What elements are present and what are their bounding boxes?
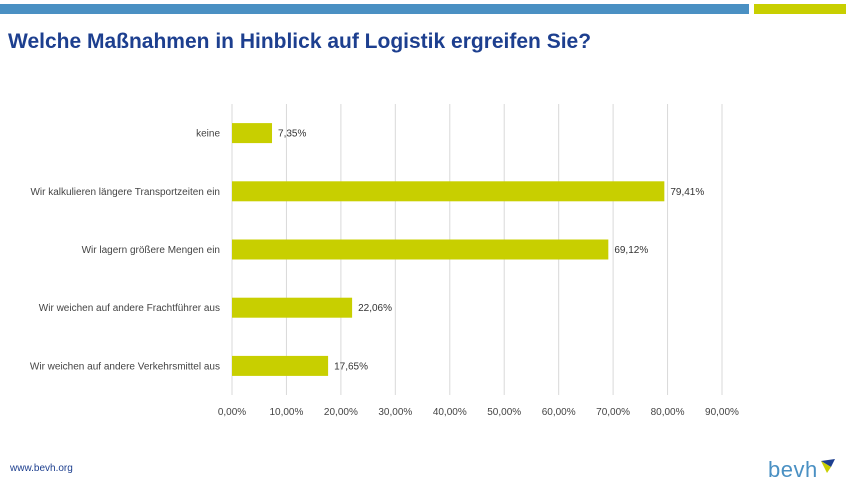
category-label: Wir weichen auf andere Verkehrsmittel au… <box>30 361 220 372</box>
top-bar-green <box>754 4 846 14</box>
logo-text: bevh <box>768 457 818 482</box>
logo-mark-icon <box>820 459 835 473</box>
top-bar-blue <box>0 4 749 14</box>
page-title: Welche Maßnahmen in Hinblick auf Logisti… <box>8 30 592 53</box>
x-tick-label: 0,00% <box>218 407 246 418</box>
footer-url[interactable]: www.bevh.org <box>10 463 73 474</box>
category-label: Wir lagern größere Mengen ein <box>82 245 220 256</box>
bar <box>232 123 273 144</box>
x-tick-label: 70,00% <box>596 407 630 418</box>
bar <box>232 181 665 202</box>
x-tick-label: 10,00% <box>269 407 303 418</box>
data-label: 22,06% <box>358 303 392 314</box>
x-tick-label: 20,00% <box>324 407 358 418</box>
data-label: 17,65% <box>334 361 368 372</box>
bevh-logo: bevh <box>768 459 835 481</box>
x-tick-label: 90,00% <box>705 407 739 418</box>
x-tick-label: 60,00% <box>542 407 576 418</box>
bar <box>232 239 609 260</box>
x-tick-label: 50,00% <box>487 407 521 418</box>
x-tick-label: 30,00% <box>378 407 412 418</box>
data-label: 69,12% <box>614 245 648 256</box>
category-label: Wir kalkulieren längere Transportzeiten … <box>30 187 220 198</box>
bar <box>232 355 329 376</box>
x-tick-label: 80,00% <box>651 407 685 418</box>
bar <box>232 297 353 318</box>
data-label: 79,41% <box>670 187 704 198</box>
x-tick-label: 40,00% <box>433 407 467 418</box>
data-label: 7,35% <box>278 129 306 140</box>
category-label: Wir weichen auf andere Frachtführer aus <box>39 303 220 314</box>
category-label: keine <box>196 129 220 140</box>
